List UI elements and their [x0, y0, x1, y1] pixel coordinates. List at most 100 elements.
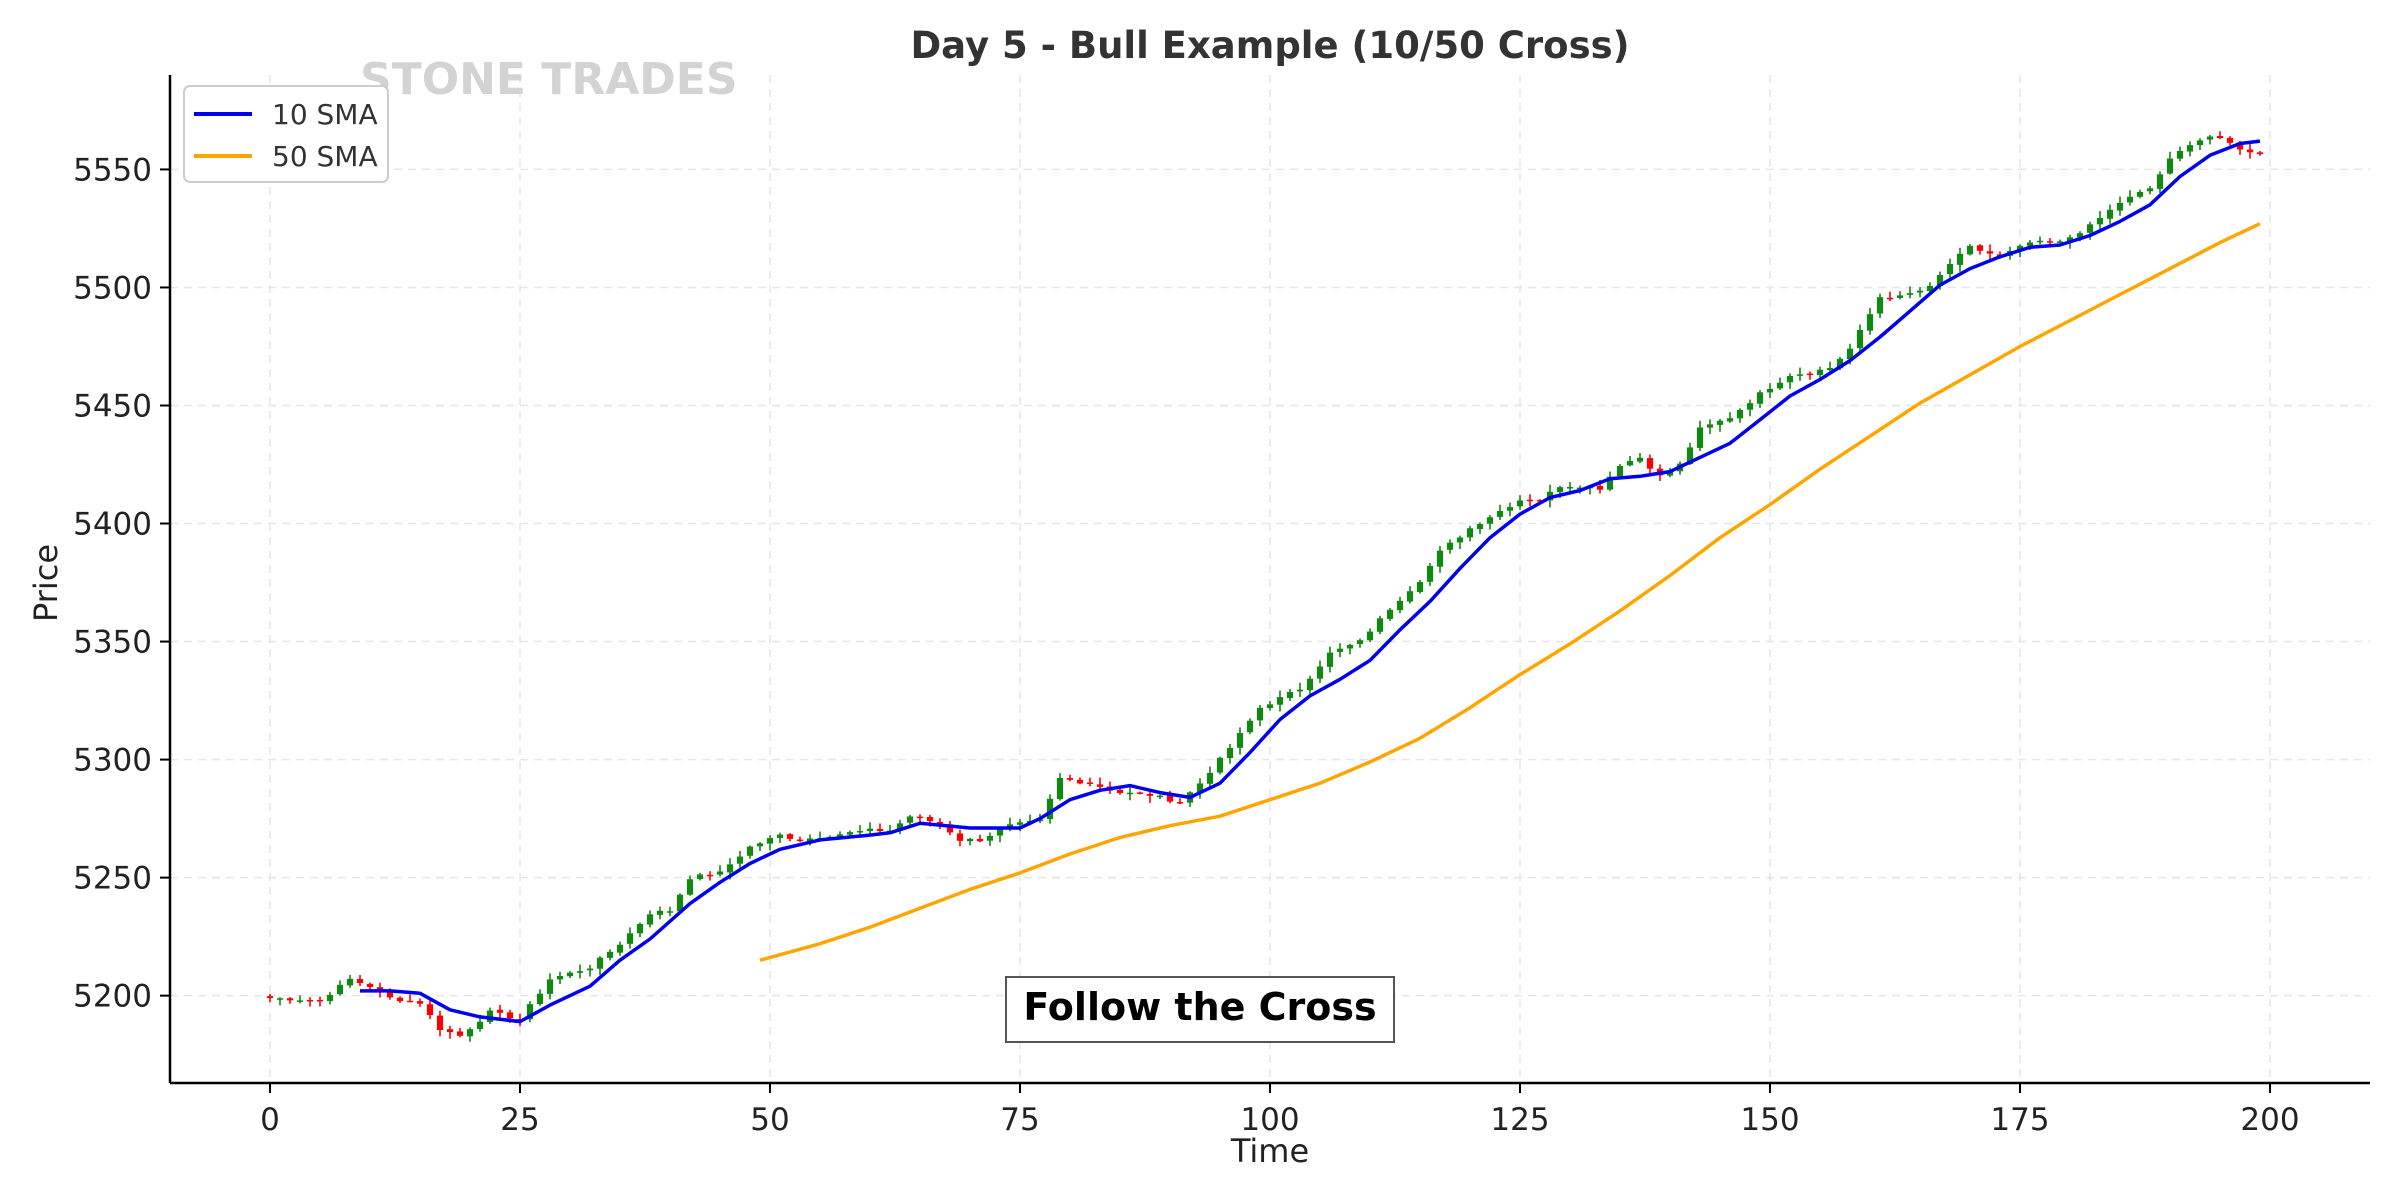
candle-116: [1426, 562, 1434, 586]
candle-102: [1286, 689, 1294, 701]
candle-28: [546, 973, 554, 1000]
candle-104: [1306, 675, 1314, 696]
candle-body-72: [986, 835, 994, 841]
candle-49: [756, 842, 764, 852]
candle-100: [1266, 701, 1274, 711]
candle-199: [2256, 151, 2264, 156]
candle-body-166: [1926, 285, 1934, 292]
sma-10-line: [360, 139, 2261, 1024]
candle-44: [706, 871, 714, 881]
candle-body-180: [2066, 237, 2074, 242]
candle-body-26: [526, 1004, 534, 1020]
candle-165: [1916, 287, 1924, 298]
candle-164: [1906, 286, 1914, 299]
candle-body-171: [1976, 245, 1984, 251]
candle-27: [536, 989, 544, 1006]
sma-lines: [360, 139, 2261, 1024]
candle-body-50: [766, 838, 774, 844]
candle-body-178: [2046, 241, 2054, 243]
candle-87: [1136, 791, 1144, 795]
candle-108: [1346, 643, 1354, 655]
candle-161: [1876, 293, 1884, 318]
candle-body-198: [2246, 149, 2254, 153]
candle-body-158: [1846, 348, 1854, 360]
candle-body-73: [996, 829, 1004, 836]
candle-51: [776, 832, 784, 844]
y-tick-label-5550: 5550: [73, 152, 152, 188]
candle-body-161: [1876, 297, 1884, 314]
candle-96: [1226, 743, 1234, 764]
candle-83: [1096, 777, 1104, 790]
candle-body-10: [366, 983, 374, 988]
candle-187: [2136, 189, 2144, 199]
candle-121: [1476, 522, 1484, 534]
candle-body-199: [2256, 152, 2264, 155]
candle-body-47: [736, 856, 744, 864]
candle-115: [1416, 580, 1424, 594]
candle-184: [2106, 204, 2114, 224]
candle-body-48: [746, 846, 754, 856]
candle-30: [566, 971, 574, 979]
candle-body-66: [926, 816, 934, 822]
x-tick-label-175: 175: [1990, 1102, 2049, 1138]
candle-124: [1506, 502, 1514, 517]
annotation-text: Follow the Cross: [1023, 985, 1376, 1029]
candle-body-185: [2116, 202, 2124, 211]
candle-111: [1376, 615, 1384, 635]
y-tick-label-5350: 5350: [73, 625, 152, 661]
candle-159: [1856, 324, 1864, 354]
y-tick-label-5400: 5400: [73, 507, 152, 543]
candle-179: [2056, 239, 2064, 243]
candle-36: [626, 927, 634, 949]
candle-body-6: [326, 994, 334, 1001]
candle-body-107: [1336, 648, 1344, 652]
candle-45: [716, 865, 724, 877]
candle-94: [1206, 766, 1214, 789]
candle-88: [1146, 791, 1154, 803]
candle-body-111: [1376, 618, 1384, 632]
candle-72: [986, 832, 994, 846]
y-tick-label-5250: 5250: [73, 861, 152, 897]
candle-body-43: [696, 874, 704, 879]
candle-body-134: [1606, 476, 1614, 490]
candle-body-82: [1086, 782, 1094, 785]
candle-134: [1606, 471, 1614, 492]
candle-body-169: [1956, 253, 1964, 265]
candle-body-129: [1556, 487, 1564, 493]
candle-body-118: [1446, 542, 1454, 550]
legend-entry-50-sma: 50 SMA: [272, 140, 378, 173]
candle-168: [1946, 258, 1954, 281]
candle-body-61: [876, 828, 884, 832]
candle-body-168: [1946, 264, 1954, 275]
candle-147: [1736, 408, 1744, 423]
candle-body-143: [1696, 427, 1704, 448]
x-tick-label-0: 0: [260, 1102, 280, 1138]
candle-body-145: [1716, 420, 1724, 425]
candle-body-167: [1936, 274, 1944, 286]
candle-body-87: [1136, 792, 1144, 794]
candle-81: [1076, 777, 1084, 785]
candle-body-13: [396, 997, 404, 1002]
candle-178: [2046, 238, 2054, 245]
candle-5: [316, 996, 324, 1007]
candle-body-57: [836, 834, 844, 838]
candle-body-75: [1016, 822, 1024, 825]
candle-192: [2186, 141, 2194, 157]
candle-148: [1746, 399, 1754, 417]
candle-body-155: [1816, 369, 1824, 376]
candle-198: [2246, 142, 2254, 159]
chart-title: Day 5 - Bull Example (10/50 Cross): [910, 24, 1629, 67]
candle-body-157: [1836, 358, 1844, 369]
candle-body-69: [956, 833, 964, 841]
candle-body-196: [2226, 137, 2234, 143]
candle-body-52: [786, 834, 794, 839]
candle-89: [1156, 794, 1164, 800]
candle-body-117: [1436, 550, 1444, 567]
candle-149: [1756, 390, 1764, 408]
candle-194: [2206, 135, 2214, 145]
x-tick-label-25: 25: [500, 1102, 539, 1138]
candle-125: [1516, 495, 1524, 510]
candle-99: [1256, 705, 1264, 727]
candle-body-49: [756, 843, 764, 847]
candle-78: [1046, 794, 1054, 824]
